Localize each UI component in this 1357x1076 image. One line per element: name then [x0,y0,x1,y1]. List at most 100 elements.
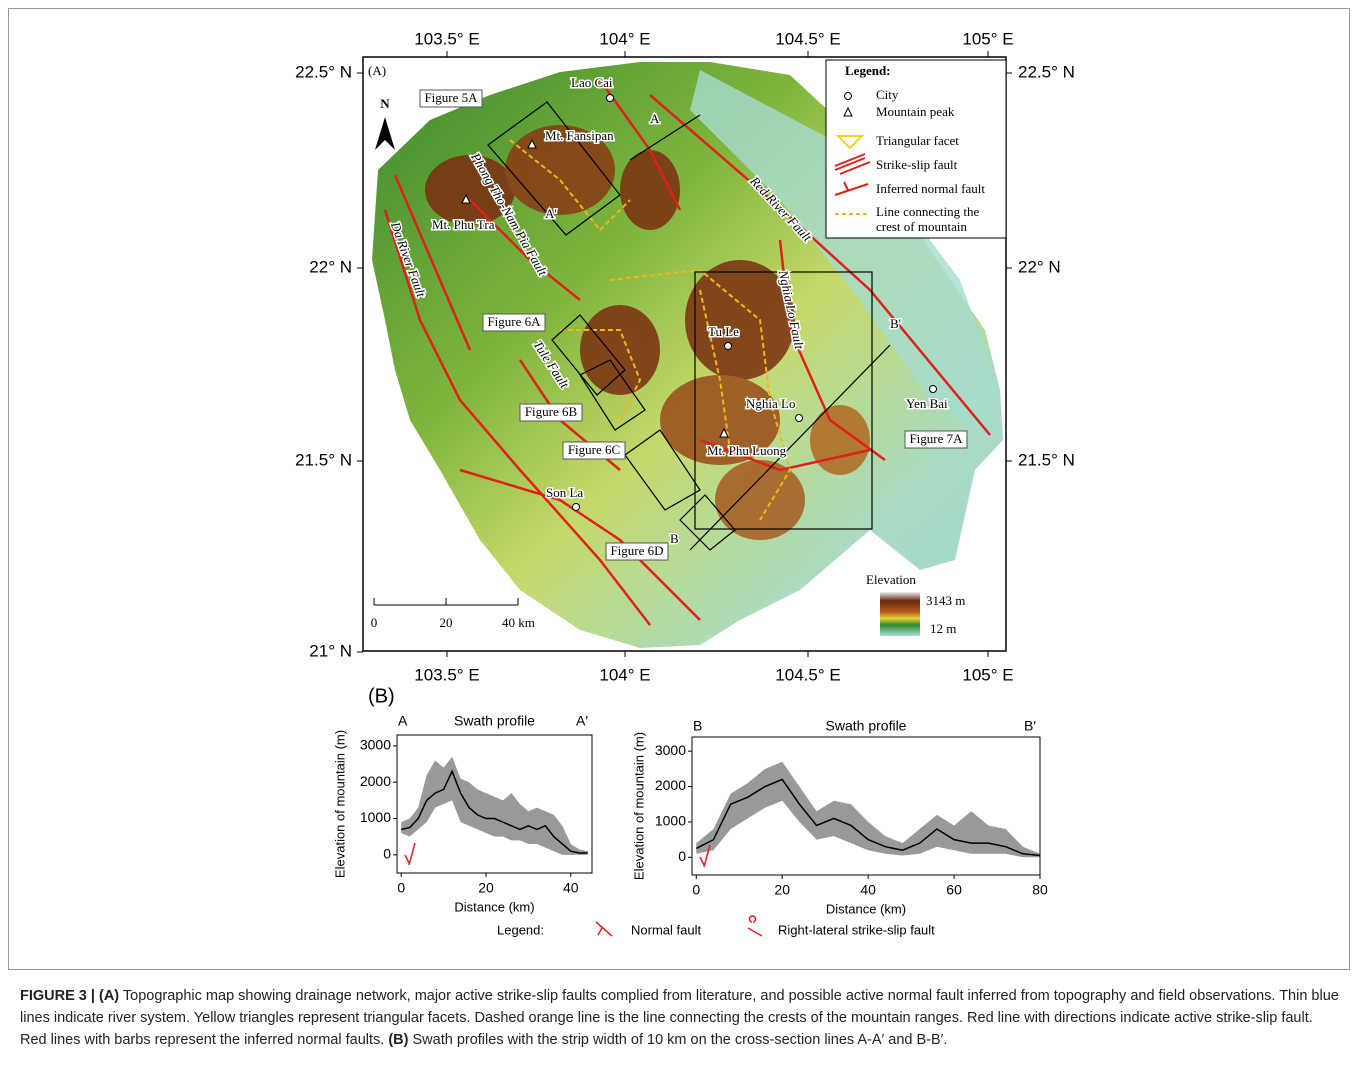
profile-start: A [398,713,408,729]
north-arrow [375,117,395,150]
x-tick-label: 40 [860,882,876,898]
figure-label: Figure 5A [424,90,478,105]
legend-title: Legend: [845,63,891,78]
fault-symbol [699,844,711,868]
elevation-min: 12 m [930,621,956,636]
x-tick-label: 60 [946,882,962,898]
highlands [425,125,870,540]
fault-symbol [404,842,416,866]
legend-item: Mountain peak [876,104,955,119]
panel-label: (B) [368,685,395,707]
elevation-title: Elevation [866,572,916,587]
lat-tick-label: 22.5° N [295,62,352,81]
legend-title: Legend: [497,922,544,937]
caption: FIGURE 3 | (A) Topographic map showing d… [20,985,1340,1051]
legend-symbol [747,915,763,937]
figure-label-box [482,313,546,332]
panel-label: (A) [368,63,386,78]
legend-symbol [834,153,871,175]
section-label: A' [545,206,557,221]
place-label: Yen Bai [906,396,948,411]
place-label: Mt. Phu Luong [707,443,787,458]
lon-tick-label: 104.5° E [775,665,840,684]
scale-label: 0 [371,615,378,630]
legend-item: Normal fault [631,922,701,937]
profile-end: A′ [576,713,588,729]
legend-symbol [834,181,869,196]
valley [690,70,1000,440]
figure-label-box [904,430,968,449]
lon-tick-label: 104° E [599,29,650,48]
section-label: A [650,111,660,126]
profile-title: Swath profile [454,713,535,729]
lat-tick-label: 21.5° N [1018,450,1075,469]
figure-label-box [519,403,583,422]
y-tick-label: 0 [383,846,391,862]
swath-band [696,761,1040,858]
plot-frame [691,736,1041,876]
map-ticks: 103.5° E 103.5° E 104° E 104° E 104.5° E 104.… [295,29,1075,684]
swath-band [401,756,588,855]
figure-label-box [419,89,483,108]
x-tick-label: 0 [692,882,700,898]
lat-tick-label: 22.5° N [1018,62,1075,81]
legend-symbol [595,921,613,937]
y-axis-label: Elevation of mountain (m) [631,732,646,880]
crest-lines [509,139,792,521]
legend-item: City [876,87,899,102]
lat-tick-label: 22° N [309,257,352,276]
caption-text: Swath profiles with the strip width of 1… [408,1032,948,1048]
section-labels: A A' B B' [544,109,903,547]
profile-legend: Legend: Normal fault Right-lateral strik… [497,915,935,937]
scale-label: 20 [440,615,453,630]
faults [383,79,991,626]
figure-label: Figure 6C [568,442,620,457]
mean-line [401,769,588,854]
lon-tick-label: 104° E [599,665,650,684]
legend-symbol [844,92,852,100]
mean-line [695,778,1041,857]
figure-label: Figure 7A [909,431,963,446]
lon-tick-label: 103.5° E [414,665,479,684]
legend-item: Inferred normal fault [876,181,985,196]
x-tick-label: 80 [1032,882,1048,898]
x-tick-label: 0 [397,880,405,896]
y-tick-label: 3000 [360,737,391,753]
y-tick-label: 2000 [360,773,391,789]
profiles: 0 1000 2000 3000 0 20 40 A Swath profile A′ Elevat… [332,713,1048,917]
place-label: Lao Cai [571,75,613,90]
profile-start: B [693,718,702,734]
x-axis-label: Distance (km) [454,899,534,914]
caption-label: FIGURE 3 | [20,988,99,1004]
figure-label: Figure 6A [487,314,541,329]
map: A A' B B' Lao Cai Mt. Fansipan Mt. Phu T… [295,29,1075,684]
places [461,94,937,511]
legend-item: Triangular facet [876,133,959,148]
place-label: Nghia Lo [746,396,795,411]
caption-a: (A) [99,988,120,1004]
scale-bar [373,598,519,606]
y-tick-label: 1000 [655,813,686,829]
x-tick-label: 20 [478,880,494,896]
x-axis-label: Distance (km) [826,901,906,916]
section-label: B [670,531,679,546]
place-label: Mt. Phu Tra [432,217,495,232]
legend-item: Right-lateral strike-slip fault [778,922,935,937]
lon-tick-label: 103.5° E [414,29,479,48]
y-tick-label: 2000 [655,777,686,793]
elevation-max: 3143 m [926,593,965,608]
figure-labels: Figure 5A Figure 6A Figure 6B Figure 6C Figu… [419,89,968,561]
lat-tick-label: 21° N [309,641,352,660]
legend-box [825,59,1007,239]
scale-label: 40 km [502,615,535,630]
figure-label: Figure 6D [610,543,663,558]
place-label: Tu Le [708,324,739,339]
x-tick-label: 20 [774,882,790,898]
caption-b: (B) [388,1032,409,1048]
place-label: Son La [546,485,583,500]
legend-item: Strike-slip fault [876,157,958,172]
legend-symbol [843,106,853,117]
profile-title: Swath profile [826,718,907,734]
lat-tick-label: 21.5° N [295,450,352,469]
